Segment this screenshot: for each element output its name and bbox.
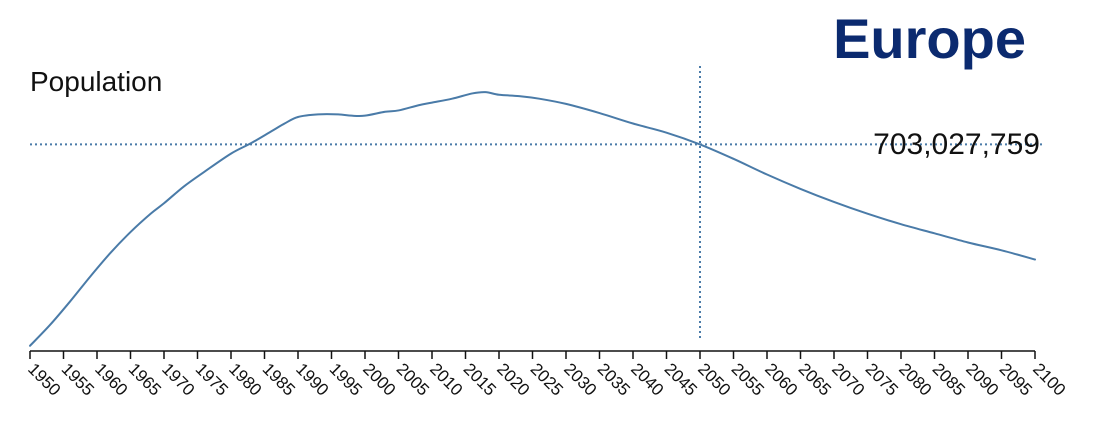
x-tick-label: 1990 — [292, 359, 332, 399]
x-tick-label: 2040 — [627, 359, 667, 399]
series-line — [29, 91, 1036, 347]
x-tick-label: 2020 — [493, 359, 533, 399]
x-tick-label: 1985 — [259, 359, 299, 399]
x-tick-label: 2025 — [527, 359, 567, 399]
x-tick-label: 2010 — [426, 359, 466, 399]
x-tick-label: 2065 — [795, 359, 835, 399]
x-tick-label: 2090 — [962, 359, 1002, 399]
x-tick-label: 2100 — [1029, 359, 1069, 399]
x-tick-label: 1960 — [91, 359, 131, 399]
value-readout: 703,027,759 — [873, 128, 1040, 161]
crosshair — [30, 66, 1042, 340]
x-tick-label: 2015 — [460, 359, 500, 399]
x-tick-label: 2075 — [862, 359, 902, 399]
x-tick-label: 1965 — [125, 359, 165, 399]
x-tick-label: 2030 — [560, 359, 600, 399]
x-tick-label: 2035 — [594, 359, 634, 399]
x-tick-label: 2050 — [694, 359, 734, 399]
x-axis: 1950195519601965197019751980198519901995… — [24, 350, 1069, 400]
x-tick-label: 1970 — [158, 359, 198, 399]
x-tick-label: 1980 — [225, 359, 265, 399]
x-tick-label: 2000 — [359, 359, 399, 399]
x-tick-label: 2085 — [929, 359, 969, 399]
x-tick-label: 2045 — [661, 359, 701, 399]
x-tick-label: 2055 — [728, 359, 768, 399]
x-tick-label: 2060 — [761, 359, 801, 399]
series-line-group — [29, 91, 1036, 347]
x-tick-label: 2095 — [996, 359, 1036, 399]
y-axis-label: Population — [30, 66, 162, 97]
region-title: Europe — [833, 7, 1026, 70]
x-tick-label: 2070 — [828, 359, 868, 399]
x-tick-label: 1955 — [58, 359, 98, 399]
x-tick-label: 1975 — [192, 359, 232, 399]
x-tick-label: 1950 — [24, 359, 64, 399]
x-tick-label: 2080 — [895, 359, 935, 399]
x-tick-label: 1995 — [326, 359, 366, 399]
x-tick-label: 2005 — [393, 359, 433, 399]
